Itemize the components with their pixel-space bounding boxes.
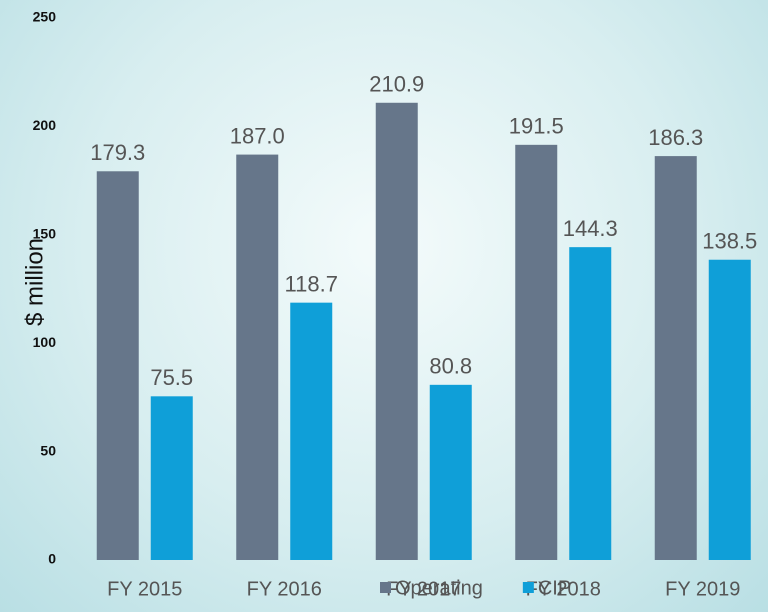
bar <box>708 259 751 560</box>
value-label: 138.5 <box>702 229 757 254</box>
value-label: 75.5 <box>150 365 193 390</box>
legend-swatch <box>380 582 391 593</box>
y-tick-label: 150 <box>33 226 57 242</box>
value-label: 144.3 <box>563 216 618 241</box>
x-tick-label: FY 2017 <box>386 578 461 600</box>
value-label: 187.0 <box>230 123 285 148</box>
value-label: 118.7 <box>285 271 338 296</box>
bar <box>150 396 193 560</box>
bar <box>569 247 612 560</box>
x-tick-label: FY 2015 <box>107 578 182 600</box>
bar <box>515 144 558 560</box>
legend-label: Operating <box>395 577 483 599</box>
value-label: 191.5 <box>509 114 564 139</box>
x-tick-label: FY 2019 <box>665 578 740 600</box>
legend-swatch <box>522 582 534 593</box>
bar <box>654 156 697 560</box>
bar <box>96 171 139 561</box>
y-tick-label: 200 <box>33 117 57 133</box>
value-label: 186.3 <box>648 125 703 150</box>
bar <box>290 302 333 560</box>
legend-label: CIP <box>538 577 571 599</box>
y-axis-label: $ million <box>21 238 48 326</box>
x-tick-label: FY 2016 <box>247 578 322 600</box>
y-tick-label: 50 <box>40 442 56 458</box>
value-label: 179.3 <box>90 140 145 165</box>
y-tick-label: 100 <box>33 334 57 350</box>
value-label: 80.8 <box>429 354 472 379</box>
bar <box>375 102 418 560</box>
bar <box>236 154 279 561</box>
bar <box>429 384 472 560</box>
value-label: 210.9 <box>369 72 424 97</box>
y-tick-label: 0 <box>48 551 56 567</box>
y-tick-label: 250 <box>33 9 57 25</box>
x-tick-label: FY 2018 <box>526 578 601 600</box>
